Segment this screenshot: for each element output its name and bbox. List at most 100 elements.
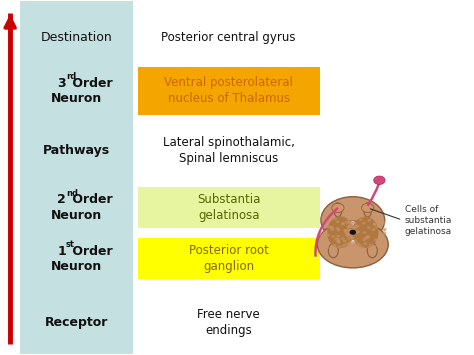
Circle shape — [361, 246, 365, 249]
Circle shape — [327, 234, 330, 237]
Circle shape — [354, 239, 357, 242]
Ellipse shape — [318, 221, 388, 268]
Circle shape — [373, 223, 376, 226]
Circle shape — [367, 246, 371, 249]
Circle shape — [356, 225, 360, 227]
Circle shape — [346, 225, 350, 228]
Text: 1: 1 — [57, 245, 66, 257]
Text: Posterior root
ganglion: Posterior root ganglion — [189, 244, 269, 273]
Ellipse shape — [321, 197, 385, 244]
Circle shape — [350, 224, 354, 227]
Text: Free nerve
endings: Free nerve endings — [197, 308, 260, 337]
Circle shape — [373, 222, 377, 225]
Circle shape — [343, 229, 347, 232]
Circle shape — [345, 220, 348, 223]
Circle shape — [362, 238, 366, 241]
Circle shape — [353, 221, 356, 224]
Circle shape — [341, 223, 345, 225]
Circle shape — [332, 203, 344, 213]
Circle shape — [349, 224, 353, 227]
Circle shape — [361, 215, 365, 218]
Circle shape — [350, 233, 354, 236]
Circle shape — [383, 231, 387, 234]
FancyBboxPatch shape — [138, 67, 319, 115]
Text: st: st — [66, 240, 75, 249]
Text: 3: 3 — [57, 77, 66, 89]
Circle shape — [350, 237, 354, 240]
Circle shape — [331, 235, 335, 238]
Circle shape — [349, 216, 353, 219]
Circle shape — [337, 229, 340, 231]
Circle shape — [324, 231, 328, 234]
Circle shape — [337, 245, 341, 248]
Text: Lateral spinothalamic,
Spinal lemniscus: Lateral spinothalamic, Spinal lemniscus — [163, 136, 295, 165]
FancyBboxPatch shape — [138, 239, 319, 279]
Circle shape — [341, 237, 345, 240]
Text: nd: nd — [66, 189, 78, 198]
Circle shape — [346, 234, 349, 237]
Circle shape — [354, 225, 357, 228]
Circle shape — [324, 225, 328, 228]
Circle shape — [321, 216, 325, 219]
Circle shape — [346, 232, 349, 235]
FancyBboxPatch shape — [346, 225, 359, 240]
Circle shape — [349, 230, 356, 235]
Circle shape — [330, 228, 334, 231]
Circle shape — [349, 235, 353, 238]
Circle shape — [351, 221, 355, 224]
Circle shape — [380, 218, 384, 221]
Circle shape — [347, 243, 351, 246]
Circle shape — [330, 226, 334, 229]
Text: Order: Order — [68, 193, 112, 206]
Circle shape — [318, 244, 322, 247]
Circle shape — [344, 231, 347, 234]
Text: Pathways: Pathways — [43, 144, 110, 158]
FancyBboxPatch shape — [19, 1, 133, 354]
Circle shape — [383, 228, 387, 231]
Ellipse shape — [334, 203, 342, 217]
Circle shape — [380, 223, 384, 226]
Circle shape — [341, 245, 345, 247]
Circle shape — [382, 234, 385, 237]
Circle shape — [323, 243, 327, 246]
Circle shape — [319, 233, 322, 236]
Circle shape — [322, 216, 326, 219]
Circle shape — [336, 235, 340, 237]
Circle shape — [341, 222, 345, 225]
Circle shape — [337, 240, 340, 243]
Circle shape — [325, 219, 328, 222]
Ellipse shape — [367, 244, 377, 258]
Circle shape — [346, 234, 349, 236]
Circle shape — [336, 240, 340, 242]
Text: Substantia
gelatinosa: Substantia gelatinosa — [197, 193, 260, 222]
Circle shape — [354, 226, 358, 229]
Circle shape — [364, 237, 368, 240]
Circle shape — [372, 228, 375, 231]
Circle shape — [349, 217, 353, 220]
Ellipse shape — [328, 244, 338, 258]
Ellipse shape — [352, 217, 378, 248]
Circle shape — [348, 241, 352, 244]
Text: Destination: Destination — [40, 31, 112, 44]
Circle shape — [336, 227, 339, 230]
Circle shape — [349, 245, 353, 248]
Circle shape — [354, 217, 358, 220]
Circle shape — [334, 237, 337, 240]
Circle shape — [363, 231, 366, 234]
Circle shape — [382, 239, 386, 242]
Text: Receptor: Receptor — [45, 316, 108, 329]
Circle shape — [377, 221, 381, 224]
Circle shape — [364, 242, 367, 245]
Circle shape — [346, 242, 350, 245]
Circle shape — [369, 244, 373, 246]
Circle shape — [367, 219, 371, 222]
Circle shape — [358, 244, 362, 247]
Text: Cells of
substantia
gelatinosa: Cells of substantia gelatinosa — [405, 204, 452, 236]
Circle shape — [333, 217, 337, 220]
Circle shape — [352, 246, 356, 248]
Circle shape — [347, 231, 351, 234]
Circle shape — [336, 220, 339, 223]
Circle shape — [382, 221, 385, 224]
Circle shape — [350, 241, 354, 244]
Text: 2: 2 — [57, 193, 66, 206]
